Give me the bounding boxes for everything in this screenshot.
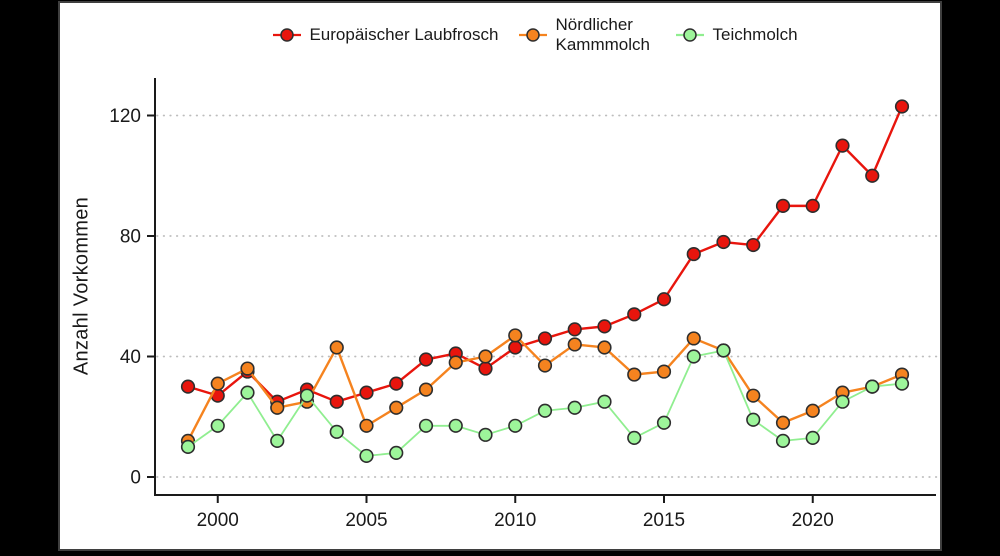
- legend-marker-red-icon: [273, 27, 302, 42]
- legend-label: Nördlicher Kammmolch: [555, 15, 650, 54]
- svg-text:120: 120: [109, 106, 141, 127]
- legend-item-teichmolch: Teichmolch: [675, 24, 798, 45]
- legend-label: Teichmolch: [712, 24, 798, 44]
- svg-text:80: 80: [120, 227, 141, 248]
- svg-text:40: 40: [120, 347, 141, 368]
- svg-text:2020: 2020: [792, 510, 834, 531]
- legend-marker-green-icon: [676, 27, 705, 42]
- legend-marker-orange-icon: [519, 27, 548, 42]
- svg-text:2010: 2010: [494, 510, 536, 531]
- legend-item-kammmolch: Nördlicher Kammmolch: [518, 15, 655, 54]
- svg-text:2000: 2000: [197, 510, 239, 531]
- legend-label: Europäischer Laubfrosch: [309, 24, 499, 44]
- legend-item-laubfrosch: Europäischer Laubfrosch: [272, 25, 498, 45]
- chart-card: Europäischer Laubfrosch Nördlicher Kammm…: [58, 1, 942, 551]
- svg-text:0: 0: [130, 468, 141, 489]
- chart-legend: Europäischer Laubfrosch Nördlicher Kammm…: [60, 15, 940, 54]
- svg-text:2005: 2005: [345, 510, 387, 531]
- svg-text:2015: 2015: [643, 510, 685, 531]
- line-chart: 0 40 80 120 2000 2005 2010 2015 2020: [109, 78, 939, 531]
